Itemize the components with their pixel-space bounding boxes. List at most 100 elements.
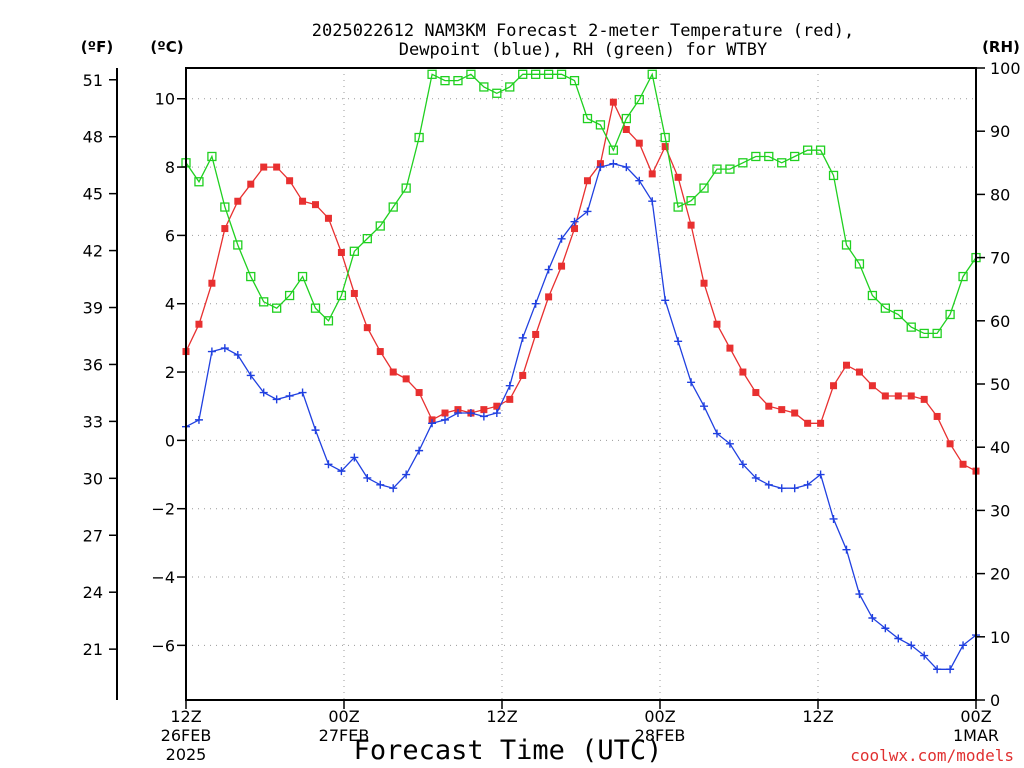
rh-point [854,259,865,269]
time-tick-label: 00Z [328,707,359,726]
temperature-point [480,406,488,414]
temperature-point [842,361,850,369]
temperature-point [894,392,902,400]
dewpoint-point [829,514,838,523]
temperature-point [208,279,216,287]
temperature-point [791,409,799,417]
rh-tick-label: 60 [990,312,1010,331]
rh-point [673,202,683,212]
rh-point [414,132,424,143]
dewpoint-point [350,453,359,462]
rh-point [751,151,761,162]
time-tick-label: 00Z [644,707,675,726]
rh-point [725,164,735,174]
celsius-tick-label: −6 [151,636,175,655]
data-series [181,69,981,674]
dewpoint-point [479,412,488,421]
axis-ticks: 1086420−2−4−6514845423936333027242110090… [83,59,1021,764]
temperature-point [299,197,307,205]
rh-point [880,303,890,313]
dewpoint-point [920,651,929,660]
rh-point [220,202,230,212]
celsius-tick-label: 2 [165,363,175,382]
rh-point [660,132,670,143]
temperature-point [273,163,281,171]
temperature-point [234,197,242,205]
dewpoint-point [583,207,592,216]
dewpoint-point [907,641,916,650]
rh-point [828,170,839,181]
temperature-point [519,371,527,379]
rh-point [427,69,437,79]
fahrenheit-tick-label: 21 [83,640,103,659]
temperature-point [312,201,320,209]
rh-point [582,113,593,124]
temperature-point [687,221,695,229]
rh-point [505,82,515,92]
dewpoint-point [570,217,579,226]
fahrenheit-tick-label: 51 [83,71,103,90]
x-axis-label: Forecast Time (UTC) [354,735,663,766]
temperature-point [959,460,967,468]
rh-point [906,322,916,332]
temperature-point [661,143,669,151]
time-tick-date: 1MAR [953,726,999,745]
plot-frame [185,67,977,701]
dewpoint-point [933,665,942,674]
rh-point [492,88,502,98]
rh-point [284,290,295,301]
temperature-point [324,214,332,222]
dewpoint-point [855,590,864,599]
temperature-point [881,392,889,400]
chart-title-line-1: 2025022612 NAM3KM Forecast 2-meter Tempe… [312,21,854,41]
dewpoint-point [687,378,696,387]
rh-point [453,75,463,86]
rh-point [246,271,256,282]
dewpoint-point [389,484,398,493]
time-tick-date: 26FEB [161,726,212,745]
rh-tick-label: 20 [990,565,1010,584]
rh-point [919,328,929,339]
temperature-point [622,125,630,133]
temperature-point [648,170,656,178]
rh-point [738,158,748,168]
rh-point [401,183,411,193]
rh-point [297,271,308,282]
temperature-point [920,395,928,403]
dewpoint-point [622,163,631,172]
temperature-point [363,324,371,332]
rh-point [945,309,955,320]
rh-point [802,145,813,155]
fahrenheit-tick-label: 33 [83,412,103,431]
fahrenheit-tick-label: 36 [83,355,103,374]
temperature-point [778,406,786,414]
temperature-point [221,225,229,233]
dewpoint-point [428,419,437,428]
rh-point [712,164,722,174]
rh-point [518,69,528,79]
dewpoint-point [402,470,411,479]
temperature-point [260,163,268,171]
rh-point [440,75,450,86]
dewpoint-point [220,344,229,353]
rh-point [259,297,269,307]
dewpoint-point [674,337,683,346]
rh-point [233,240,243,250]
rh-tick-label: 0 [990,691,1000,710]
credit-text: coolwx.com/models [850,746,1014,765]
dewpoint-point [557,234,566,243]
temperature-point [933,412,941,420]
fahrenheit-tick-label: 30 [83,469,103,488]
dewpoint-point [363,473,372,482]
rh-point [634,94,644,105]
rh-point [595,120,606,130]
rh-point [647,69,657,79]
dewpoint-point [466,409,475,418]
celsius-axis-unit: (ºC) [150,38,183,56]
dewpoint-point [376,480,385,489]
rh-point [764,151,774,162]
dewpoint-point [441,415,450,424]
temperature-point [583,177,591,185]
temperature-line [185,100,977,472]
